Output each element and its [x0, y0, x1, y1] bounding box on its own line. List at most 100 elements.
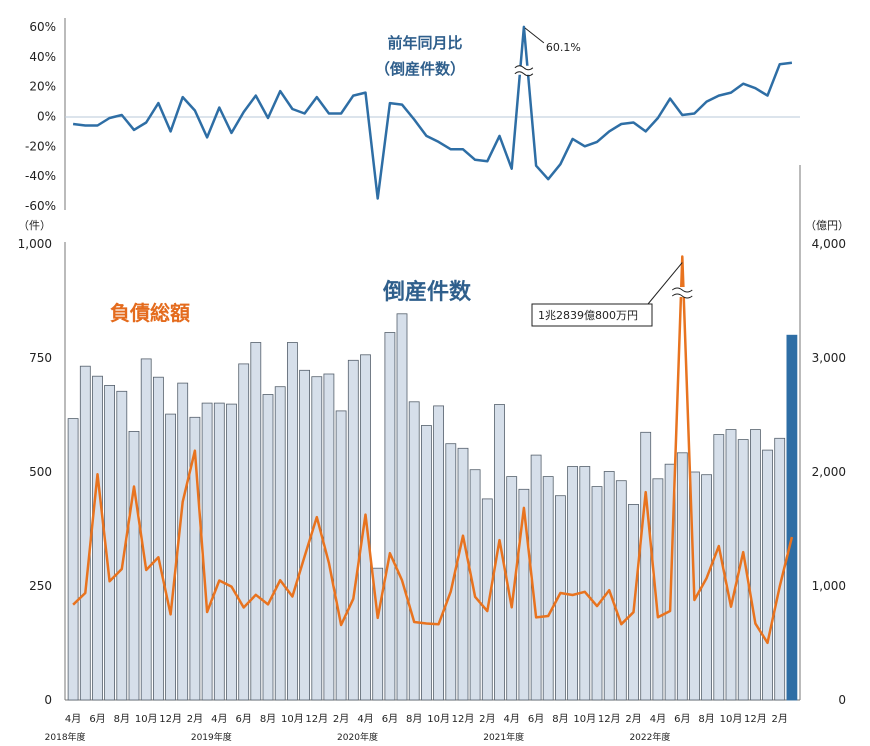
x-month-label: 2月 — [187, 713, 203, 725]
right-axis-unit: （億円） — [805, 219, 849, 232]
bankruptcy-count-bar — [238, 363, 250, 701]
x-month-label: 2月 — [772, 713, 788, 725]
bankruptcy-count-bar — [116, 390, 128, 701]
x-month-label: 2月 — [625, 713, 641, 725]
bankruptcy-count-bar — [494, 404, 505, 701]
bankruptcy-count-bar — [274, 386, 286, 701]
yoy-annotation-leader — [524, 27, 545, 44]
debt-series-title: 負債総額 — [110, 301, 190, 325]
yoy-series-line — [72, 25, 793, 200]
left-ytick-label: 1,000 — [18, 237, 52, 251]
x-month-label: 10月 — [720, 713, 743, 725]
debt-break-mark — [671, 287, 693, 299]
bankruptcy-count-bar — [128, 430, 140, 701]
yoy-ytick-label: 40% — [29, 50, 56, 64]
x-month-label: 8月 — [260, 713, 276, 725]
x-fiscal-year-label: 2022年度 — [629, 731, 670, 743]
yoy-ytick-label: -40% — [25, 169, 56, 183]
bankruptcy-count-bar — [457, 447, 469, 701]
bankruptcy-count-bar — [250, 342, 262, 701]
bankruptcy-count-bar — [213, 402, 225, 701]
yoy-ytick-label: -60% — [25, 199, 56, 213]
left-ytick-label: 250 — [29, 579, 52, 593]
x-month-label: 6月 — [382, 713, 398, 725]
x-month-label: 6月 — [674, 713, 690, 725]
bankruptcy-count-bar — [750, 429, 761, 701]
yoy-ytick-label: -20% — [25, 139, 56, 153]
bankruptcy-count-bar — [420, 425, 432, 701]
yoy-ytick-label: 0% — [37, 110, 56, 124]
x-month-label: 12月 — [744, 713, 767, 725]
x-month-label: 2月 — [479, 713, 495, 725]
right-ytick-label: 2,000 — [812, 465, 846, 479]
bankruptcy-count-bar — [555, 495, 566, 701]
bankruptcy-count-bar — [152, 376, 164, 701]
x-fiscal-year-label: 2018年度 — [45, 731, 86, 743]
x-month-label: 6月 — [236, 713, 252, 725]
yoy-annotation-label: 60.1% — [546, 41, 581, 54]
x-month-label: 6月 — [89, 713, 105, 725]
x-month-label: 4月 — [504, 713, 520, 725]
bankruptcy-count-bar — [311, 376, 323, 701]
bankruptcy-count-bar — [615, 480, 627, 701]
bankruptcy-count-bar — [92, 375, 103, 701]
bankruptcy-count-bar — [79, 365, 91, 701]
yoy-title: 前年同月比 — [387, 34, 462, 52]
bankruptcy-count-bar — [518, 488, 530, 701]
bankruptcy-count-bar — [762, 449, 773, 701]
x-month-label: 12月 — [598, 713, 621, 725]
x-month-label: 10月 — [427, 713, 450, 725]
x-month-label: 6月 — [528, 713, 544, 725]
bankruptcy-count-bar — [652, 478, 664, 701]
x-month-label: 12月 — [452, 713, 475, 725]
bar-series-title: 倒産件数 — [382, 279, 472, 305]
bankruptcy-count-bar — [433, 405, 445, 701]
left-ytick-label: 500 — [29, 465, 52, 479]
bankruptcy-count-bar — [786, 334, 798, 701]
debt-series-line — [72, 255, 794, 645]
bankruptcy-count-bar — [226, 403, 237, 701]
x-month-label: 4月 — [357, 713, 373, 725]
x-month-label: 10月 — [573, 713, 596, 725]
x-fiscal-year-label: 2020年度 — [337, 731, 378, 743]
left-ytick-label: 750 — [29, 351, 52, 365]
bankruptcy-bar-panel: （件） （億円） 0 250 500 750 1,000 0 1,000 2,000 3,00… — [18, 165, 849, 743]
x-fiscal-year-label: 2021年度 — [483, 731, 524, 743]
bankruptcy-count-bar — [360, 354, 371, 701]
bankruptcy-count-bar — [67, 418, 79, 701]
bankruptcy-count-bar — [335, 410, 347, 701]
debt-annotation-label: 1兆2839億800万円 — [538, 309, 638, 322]
bankruptcy-count-bar — [262, 394, 274, 701]
bankruptcy-count-bar — [165, 413, 177, 701]
bankruptcy-count-bar — [567, 466, 578, 701]
bankruptcy-count-bar — [481, 498, 493, 701]
bankruptcy-count-bar — [408, 401, 420, 701]
yoy-ytick-label: 60% — [29, 20, 56, 34]
bankruptcy-count-bar — [603, 471, 615, 701]
yoy-line-panel: 60% 40% 20% 0% -20% -40% -60% 前年同月比 （倒産件数） 60.… — [25, 18, 800, 213]
bankruptcy-count-bar — [579, 466, 591, 701]
yoy-ytick-label: 20% — [29, 80, 56, 94]
x-month-label: 4月 — [650, 713, 666, 725]
left-ytick-label: 0 — [44, 693, 52, 707]
x-month-label: 4月 — [211, 713, 227, 725]
bankruptcy-count-bar — [676, 452, 688, 701]
right-ytick-label: 3,000 — [812, 351, 846, 365]
x-month-label: 8月 — [406, 713, 422, 725]
bankruptcy-count-bar — [640, 431, 652, 701]
right-ytick-label: 4,000 — [812, 237, 846, 251]
bankruptcy-count-bar — [469, 469, 481, 701]
right-ytick-label: 1,000 — [812, 579, 846, 593]
x-month-label: 8月 — [114, 713, 130, 725]
bankruptcy-count-bar — [384, 332, 396, 701]
bankruptcy-count-bar — [396, 313, 408, 701]
x-month-label: 2月 — [333, 713, 349, 725]
yoy-break-mark — [514, 65, 534, 77]
bankruptcy-count-bar — [506, 476, 518, 701]
x-month-label: 12月 — [159, 713, 182, 725]
bankruptcy-count-bar — [299, 369, 311, 701]
x-month-label: 10月 — [135, 713, 158, 725]
x-month-label: 8月 — [698, 713, 714, 725]
bankruptcy-count-bar — [591, 486, 603, 701]
